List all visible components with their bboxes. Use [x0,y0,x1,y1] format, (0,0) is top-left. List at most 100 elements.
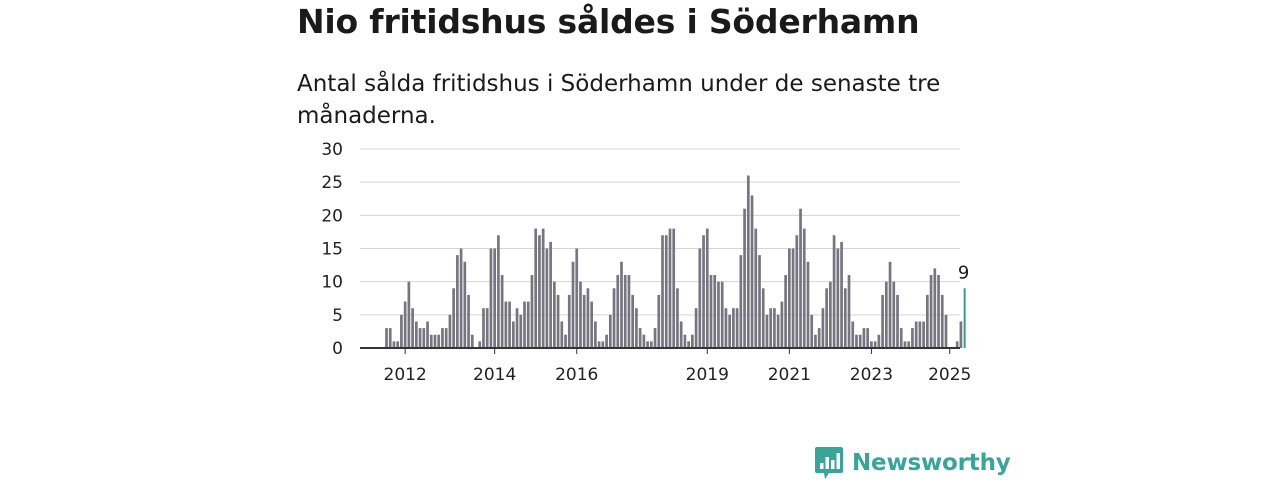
bar [698,248,702,348]
bar [724,308,728,348]
bar [717,281,720,348]
bar [635,308,638,348]
bar [732,308,735,348]
bar [937,275,940,348]
bar [866,328,870,348]
bar [709,275,713,348]
bar [955,341,959,348]
bar [944,314,948,348]
bar [926,294,929,348]
bar [642,334,646,348]
bar [840,241,843,348]
bar [582,294,586,348]
bar [579,281,582,348]
bar [855,334,858,348]
bar [500,275,504,348]
bar [508,301,511,348]
highlight-value-label: 9 [958,262,969,283]
bar [653,328,657,348]
bar [810,314,814,348]
y-tick-label: 5 [332,306,343,326]
bar [590,301,593,348]
bar [530,275,534,348]
bar [832,235,836,348]
bar [553,281,556,348]
bar [388,328,392,348]
x-tick-label: 2016 [555,365,598,385]
bar [456,255,459,348]
bar [437,334,441,348]
x-tick-label: 2014 [473,365,516,385]
bar [519,314,523,348]
bar [515,308,519,348]
x-tick-label: 2019 [686,365,729,385]
bar [538,235,541,348]
bar [422,328,426,348]
bar [441,328,444,348]
y-tick-label: 15 [321,240,343,260]
bar [523,301,526,348]
bar [594,321,597,348]
bar [482,308,485,348]
bar [683,334,687,348]
bar [444,328,448,348]
newsworthy-logo-icon [815,447,843,479]
bar [959,321,963,348]
bar [623,275,627,348]
bar [870,341,873,348]
x-tick-label: 2023 [850,365,893,385]
bar [668,228,672,348]
bar [888,261,892,348]
bar [657,294,661,348]
bar [556,294,560,348]
bar [821,308,825,348]
bar [735,308,739,348]
grid-lines [360,148,960,316]
bar [829,281,832,348]
bar [881,294,884,348]
bar [784,275,787,348]
bar [769,308,773,348]
bar [448,314,452,348]
y-tick-label: 0 [332,339,343,359]
bar [485,308,489,348]
bar [914,321,918,348]
x-tick-label: 2012 [384,365,427,385]
bar [825,288,828,348]
bar [534,228,538,348]
brand-name: Newsworthy [852,450,1011,476]
bar [806,261,810,348]
bar [705,228,709,348]
bar [571,261,575,348]
bar [575,248,579,348]
bar [929,275,933,348]
bar [433,334,437,348]
bar [400,314,403,348]
bar [567,294,571,348]
bar [791,248,795,348]
bar [545,248,549,348]
bar [467,294,470,348]
bar [862,328,866,348]
bar [631,294,635,348]
y-tick-label: 25 [321,173,343,193]
bar [851,321,855,348]
bar [847,275,851,348]
bar [649,341,653,348]
bar [407,281,411,348]
bar [836,248,840,348]
bar [903,341,907,348]
bar [899,328,903,348]
x-tick-label: 2025 [928,365,971,385]
bar [497,235,500,348]
newsworthy-brand[interactable]: Newsworthy [815,446,1011,480]
bar [795,235,799,348]
bar [843,288,847,348]
bar [858,334,862,348]
bar [892,281,896,348]
bar [720,281,724,348]
bar [802,228,806,348]
bar [765,314,769,348]
bar [907,341,911,348]
